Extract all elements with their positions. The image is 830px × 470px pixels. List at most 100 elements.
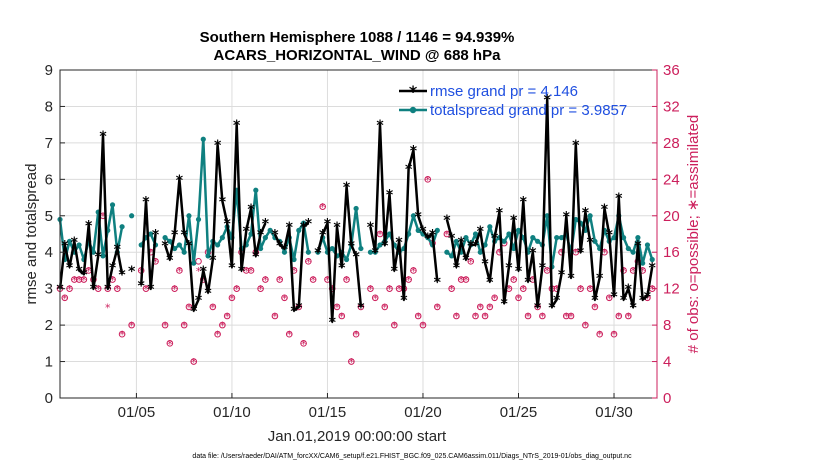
rmse-point: * — [520, 195, 528, 211]
legend-spread-marker — [409, 106, 417, 114]
chart-title: Southern Hemisphere 1088 / 1146 = 94.939… — [200, 29, 515, 46]
obs-possible-point — [582, 321, 589, 329]
rmse-point: * — [649, 260, 657, 276]
rmse-point: * — [405, 162, 413, 178]
obs-assimilated-point: * — [587, 283, 593, 296]
obs-possible-point — [71, 276, 78, 283]
rmse-point: * — [352, 249, 360, 265]
rmse-point: * — [496, 206, 504, 222]
obs-assimilated-point: * — [626, 311, 632, 324]
spread-point — [434, 227, 440, 233]
legend-rmse-marker: * — [409, 82, 418, 101]
spread-point — [162, 235, 168, 241]
spread-point — [611, 235, 617, 241]
spread-point — [129, 213, 135, 219]
rmse-point: * — [75, 264, 83, 280]
obs-possible-point — [166, 340, 174, 347]
spread-point — [477, 249, 483, 255]
spread-point — [640, 260, 646, 266]
rmse-point: * — [386, 187, 394, 203]
rmse-point: * — [185, 238, 193, 254]
y-tick-label: 1 — [45, 354, 53, 371]
obs-possible-point — [352, 330, 360, 338]
obs-possible-point — [190, 358, 198, 365]
x-tick-label: 01/30 — [595, 404, 633, 421]
obs-assimilated-point: * — [573, 247, 579, 260]
obs-possible-point — [114, 285, 121, 292]
rmse-line — [445, 97, 654, 309]
x-tick-label: 01/20 — [404, 404, 442, 421]
obs-assimilated-point: * — [583, 320, 589, 333]
obs-possible-point — [472, 312, 479, 320]
obs-assimilated-point: * — [277, 274, 283, 287]
spread-point — [511, 245, 517, 252]
obs-assimilated-point: * — [425, 174, 431, 187]
spread-point — [353, 205, 359, 212]
obs-possible-point — [281, 294, 288, 302]
obs-possible-point — [391, 321, 398, 329]
rmse-point: * — [262, 217, 270, 233]
x-tick-label: 01/10 — [213, 404, 251, 421]
obs-assimilated-point: * — [334, 301, 340, 314]
rmse-point: * — [190, 304, 198, 320]
spread-point — [281, 249, 288, 255]
obs-assimilated-point: * — [372, 292, 378, 305]
obs-possible-point — [242, 267, 250, 274]
spread-point — [267, 227, 273, 233]
spread-point — [76, 242, 82, 248]
rmse-point: * — [247, 202, 255, 218]
obs-assimilated-point: * — [110, 274, 116, 287]
spread-point — [253, 187, 259, 193]
y2-tick-label: 36 — [663, 62, 680, 79]
obs-assimilated-point: * — [329, 283, 335, 296]
obs-assimilated-point: * — [119, 329, 125, 342]
obs-assimilated-point: * — [286, 329, 292, 342]
rmse-point: * — [443, 213, 451, 229]
obs-assimilated-point: * — [81, 274, 87, 287]
spread-point — [625, 245, 631, 252]
obs-possible-point — [214, 330, 221, 338]
obs-assimilated-point: * — [463, 274, 469, 287]
rmse-point: * — [515, 264, 523, 280]
rmse-point: * — [171, 228, 179, 244]
rmse-point: * — [615, 191, 623, 207]
y2-axis-label: # of obs: o=possible; ∗=assimilated — [685, 115, 702, 354]
x-tick-label: 01/25 — [500, 404, 538, 421]
spread-point — [535, 238, 541, 244]
obs-possible-point — [591, 303, 599, 311]
obs-assimilated-point: * — [291, 265, 297, 278]
obs-possible-point — [185, 303, 193, 311]
y-axis-label: rmse and totalspread — [23, 164, 40, 305]
rmse-point: * — [104, 282, 112, 298]
obs-possible-point — [510, 276, 518, 283]
obs-assimilated-point: * — [606, 292, 612, 305]
legend-spread-label: totalspread grand pr = 3.9857 — [430, 102, 627, 119]
obs-possible-point — [467, 258, 475, 265]
obs-assimilated-point: * — [506, 283, 512, 296]
rmse-point: * — [271, 228, 279, 244]
rmse-point: * — [257, 228, 265, 244]
obs-assimilated-point: * — [387, 283, 393, 296]
obs-assimilated-point: * — [468, 256, 474, 269]
rmse-point: * — [66, 260, 74, 276]
y2-axis: 0 4 8 12 16 20 24 28 32 36 — [652, 62, 680, 407]
rmse-point: * — [553, 293, 561, 309]
obs-assimilated-point: * — [511, 274, 517, 287]
rmse-line — [163, 123, 267, 312]
rmse-line — [369, 123, 439, 301]
obs-possible-point — [610, 330, 618, 338]
obs-assimilated-point: * — [578, 283, 584, 296]
rmse-point: * — [329, 315, 337, 331]
obs-possible-point — [75, 276, 83, 283]
obs-assimilated-point: * — [597, 329, 603, 342]
rmse-point: * — [166, 253, 174, 269]
rmse-point: * — [204, 286, 212, 302]
y2-tick-label: 32 — [663, 98, 680, 115]
rmse-point: * — [429, 228, 437, 244]
rmse-point: * — [238, 264, 246, 280]
rmse-point: * — [543, 93, 551, 109]
spread-point — [343, 256, 350, 263]
obs-possible-point — [577, 285, 584, 292]
obs-possible-point — [414, 312, 422, 320]
y2-tick-label: 4 — [663, 354, 671, 371]
